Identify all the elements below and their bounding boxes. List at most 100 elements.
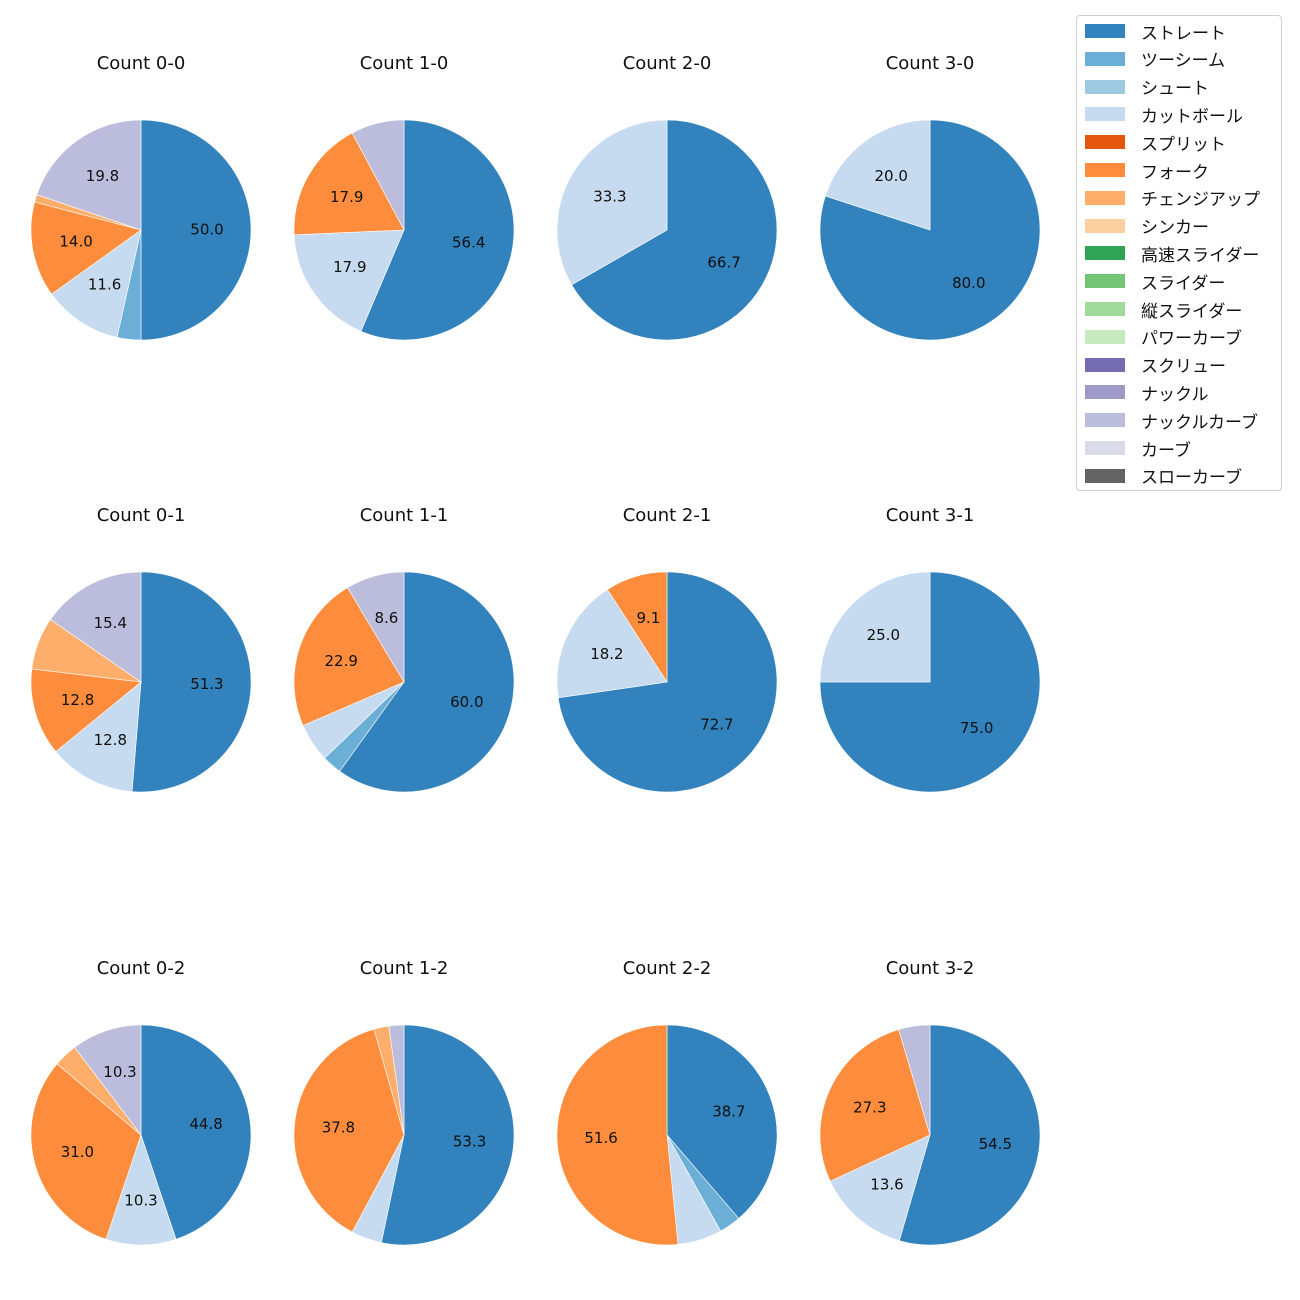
slice-label: 10.3 [103,1063,136,1081]
legend-label: ナックルカーブ [1141,412,1258,433]
pie-title: Count 2-2 [623,958,712,979]
pie-slice [140,119,252,341]
pie-title: Count 1-2 [360,958,449,979]
pie-slice [571,119,778,341]
slice-label: 72.7 [700,716,733,734]
slice-label: 44.8 [189,1115,222,1133]
slice-label: 19.8 [86,167,119,185]
pie-count-1-0: Count 1-0 56.4 17.9 17.9 [293,53,515,341]
legend-item: シュート [1085,77,1209,100]
slice-label: 66.7 [707,254,740,272]
pie-slice [388,1024,405,1136]
pie-slice [30,201,142,295]
legend-swatch [1085,329,1125,344]
pie-slice [30,668,142,753]
pie-slice [381,1024,515,1246]
legend-item: チェンジアップ [1085,188,1260,211]
legend-label: シュート [1141,79,1209,100]
legend-swatch [1085,135,1125,150]
legend-item: 縦スライダー [1085,299,1242,322]
pie-count-3-1: Count 3-1 75.0 25.0 [819,505,1041,793]
legend-label: チェンジアップ [1141,190,1260,211]
pie-slice [347,571,405,684]
pie-slice [825,119,931,231]
legend: ストレート ツーシーム シュート カットボール スプリット フォーク チェンジアップ シンカー… [1076,15,1282,491]
pie-slice [360,119,515,341]
legend-label: カットボール [1141,106,1243,127]
legend-item: ナックルカーブ [1085,410,1258,433]
pie-slice [898,1024,931,1136]
legend-swatch [1085,246,1125,261]
slice-label: 27.3 [853,1098,886,1116]
legend-label: フォーク [1141,162,1209,183]
pie-title: Count 3-2 [886,958,975,979]
pie-slice [556,119,668,286]
legend-item: パワーカーブ [1085,327,1242,349]
legend-item: スクリュー [1085,355,1226,377]
legend-swatch [1085,468,1125,483]
pie-count-3-0: Count 3-0 80.0 20.0 [819,53,1041,341]
legend-swatch [1085,51,1125,66]
legend-swatch [1085,24,1125,38]
pie-slice [140,1024,252,1240]
legend-swatch [1085,107,1125,122]
slice-label: 17.9 [330,188,363,206]
pie-title: Count 3-0 [886,53,975,74]
slice-label: 10.3 [124,1192,157,1210]
pie-title: Count 3-1 [886,505,975,526]
legend-item: ストレート [1085,21,1226,44]
legend-label: 高速スライダー [1141,245,1260,266]
slice-label: 54.5 [979,1135,1012,1153]
pie-slice [556,589,668,699]
slice-label: 75.0 [960,719,993,737]
pie-title: Count 0-0 [97,53,186,74]
legend-item: スライダー [1085,271,1226,294]
legend-swatch [1085,79,1125,94]
legend-item: カーブ [1085,438,1191,461]
slice-label: 18.2 [590,645,623,663]
pie-count-0-2: Count 0-2 44.8 10.3 31.0 10.3 [30,958,252,1246]
legend-item: フォーク [1085,160,1209,183]
legend-swatch [1085,163,1125,177]
pie-slice [819,1029,931,1182]
slice-label: 31.0 [61,1143,94,1161]
pie-title: Count 0-1 [97,505,186,526]
slice-label: 50.0 [190,221,223,239]
legend-label: スプリット [1141,134,1226,155]
pie-slice [74,1024,142,1136]
pie-title: Count 2-0 [623,53,712,74]
legend-item: スローカーブ [1085,466,1242,488]
slice-label: 8.6 [374,609,398,627]
slice-label: 20.0 [874,167,907,185]
legend-label: ナックル [1141,384,1209,405]
legend-swatch [1085,302,1125,316]
pie-slice [49,571,142,683]
legend-item: ナックル [1085,382,1209,405]
slice-label: 51.3 [190,675,223,693]
pie-slice [105,1134,177,1246]
legend-label: カーブ [1141,440,1191,461]
legend-swatch [1085,385,1125,400]
legend-item: ツーシーム [1085,49,1225,71]
pie-slice [898,1024,1041,1246]
legend-swatch [1085,218,1125,233]
legend-label: スライダー [1141,273,1226,294]
pie-count-0-0: Count 0-0 50.0 11.6 14.0 19.8 [30,53,252,341]
legend-swatch [1085,413,1125,428]
pie-slice [293,229,405,332]
slice-label: 60.0 [450,693,483,711]
pie-title: Count 2-1 [623,505,712,526]
slice-label: 11.6 [88,276,121,294]
slice-label: 53.3 [453,1132,486,1150]
legend-item: スプリット [1085,132,1226,155]
slice-label: 51.6 [584,1129,617,1147]
pie-slice [819,571,931,683]
slice-label: 38.7 [712,1103,745,1121]
pie-slice [293,132,405,236]
pie-slice [131,571,252,793]
slice-label: 37.8 [322,1119,355,1137]
slice-label: 14.0 [59,233,92,251]
pie-title: Count 1-1 [360,505,449,526]
slice-label: 12.8 [94,731,127,749]
